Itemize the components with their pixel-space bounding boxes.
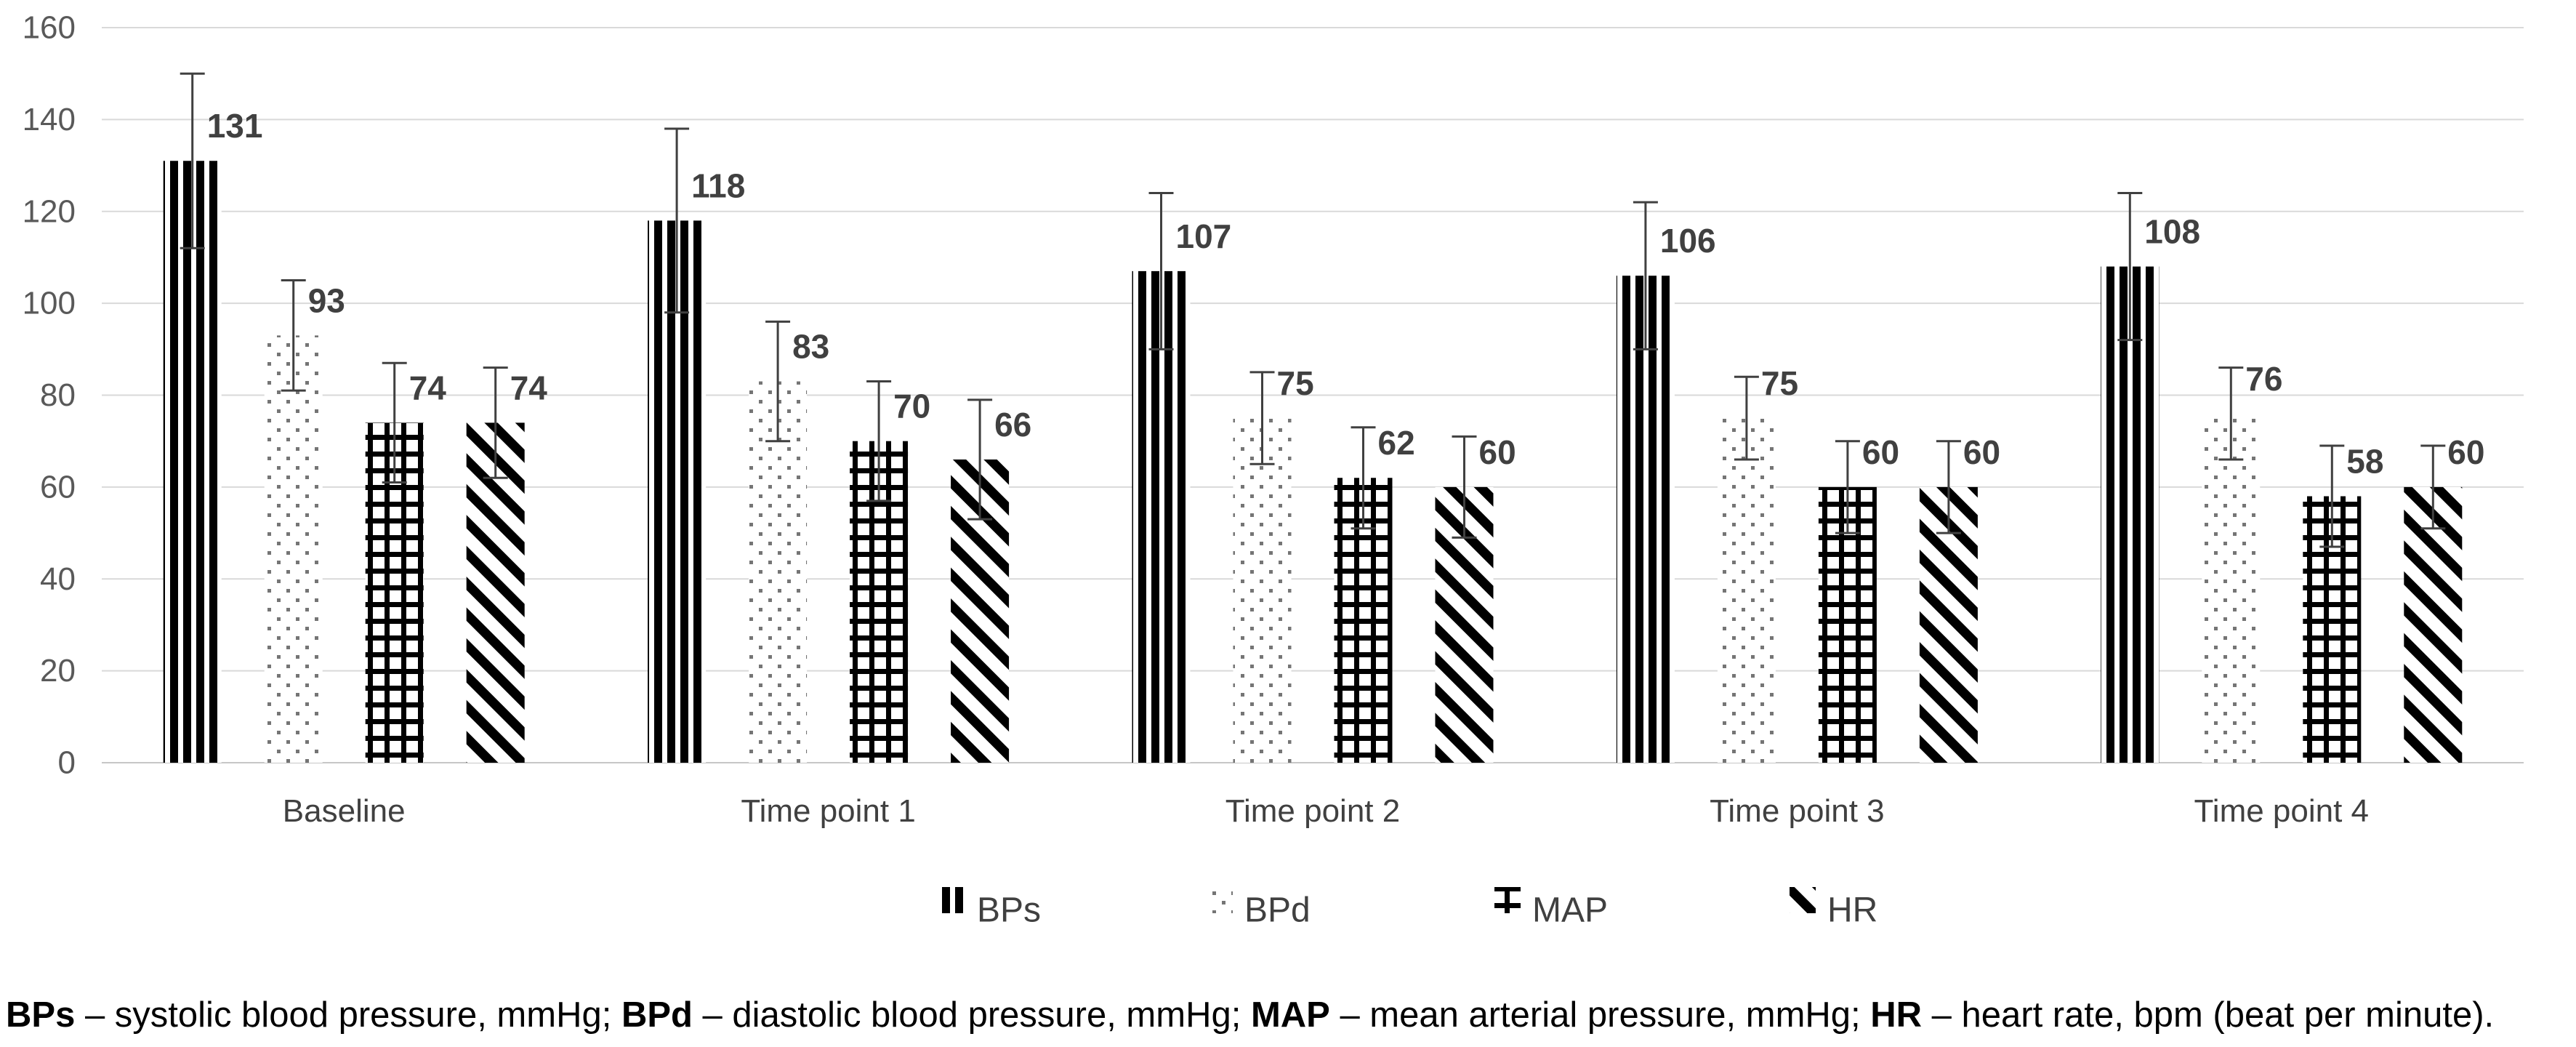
y-tick-label: 160 [23,10,76,46]
bar-value-label: 60 [2447,433,2484,471]
bar-value-label: 83 [792,328,829,366]
legend: BPs BPd MAP HR [939,887,1877,930]
bar-value-label: 66 [994,406,1031,444]
bar-BPd-time-point-4 [2202,413,2261,763]
bar-value-label: 70 [893,388,930,425]
legend-item-BPs: BPs [939,887,1041,930]
bar-value-label: 60 [1479,433,1516,471]
footnote-abbreviation: MAP [1250,995,1330,1035]
legend-label: HR [1827,891,1877,930]
bar-BPs-time-point-4 [2101,266,2160,763]
y-tick-label: 0 [58,745,76,781]
legend-swatch-vertical-stripes-icon [939,887,965,913]
category-label-time-point-3: Time point 3 [1710,793,1884,829]
y-axis-tick-labels: 0 20 40 60 80 100 120 140 160 [23,10,76,781]
category-label-baseline: Baseline [283,793,406,829]
category-label-time-point-1: Time point 1 [741,793,915,829]
category-label-time-point-4: Time point 4 [2194,793,2369,829]
bar-HR-time-point-4 [2404,486,2463,763]
bar-value-label: 108 [2144,213,2200,251]
legend-item-HR: HR [1790,887,1877,930]
bar-value-label: 62 [1378,424,1415,462]
bar-value-label: 58 [2346,443,2383,481]
legend-label: BPs [977,891,1041,930]
footnote-abbreviation: BPs [6,995,76,1035]
bar-value-label: 118 [691,167,745,204]
error-bars [180,72,2446,548]
abbreviations-footnote: BPs – systolic blood pressure, mmHg; BPd… [6,995,2495,1035]
y-tick-label: 60 [40,469,76,505]
bar-value-label: 74 [409,369,447,406]
bar-value-label: 107 [1176,217,1232,255]
bar-BPs-time-point-3 [1616,276,1675,763]
footnote-abbreviation: BPd [621,995,693,1035]
bar-value-label: 106 [1660,222,1716,260]
y-tick-label: 80 [40,377,76,413]
y-tick-label: 140 [23,102,76,137]
legend-item-BPd: BPd [1207,887,1311,930]
y-tick-label: 40 [40,561,76,597]
bar-value-label: 131 [207,107,263,145]
category-label-time-point-2: Time point 2 [1225,793,1400,829]
bar-BPd-time-point-1 [749,381,808,763]
y-tick-label: 120 [23,193,76,229]
bar-BPd-time-point-2 [1233,418,1292,763]
y-tick-label: 100 [23,286,76,321]
bars [163,161,2463,763]
legend-item-MAP: MAP [1494,887,1608,930]
y-tick-label: 20 [40,653,76,689]
bar-value-label: 75 [1277,364,1314,402]
bar-value-label: 76 [2245,360,2282,398]
legend-swatch-grid-icon [1494,887,1521,913]
bar-value-labels: 131 93 74 74 118 83 70 66 107 75 62 60 106 75 60 60 108 7… [207,107,2485,480]
bar-value-label: 75 [1761,364,1798,402]
legend-label: BPd [1244,891,1311,930]
bar-HR-baseline [466,422,525,763]
footnote-abbreviation: HR [1870,995,1923,1035]
bar-value-label: 60 [1862,433,1899,471]
legend-swatch-dots-icon [1207,887,1233,913]
bar-BPs-baseline [163,161,222,763]
bar-value-label: 74 [510,369,548,406]
bar-BPd-time-point-3 [1717,418,1776,763]
bar-value-label: 93 [308,281,345,319]
legend-swatch-diagonal-stripes-icon [1790,887,1816,913]
bar-BPs-time-point-2 [1132,270,1191,763]
bar-BPd-baseline [264,335,323,763]
bar-value-label: 60 [1963,433,2000,471]
legend-label: MAP [1532,891,1608,930]
